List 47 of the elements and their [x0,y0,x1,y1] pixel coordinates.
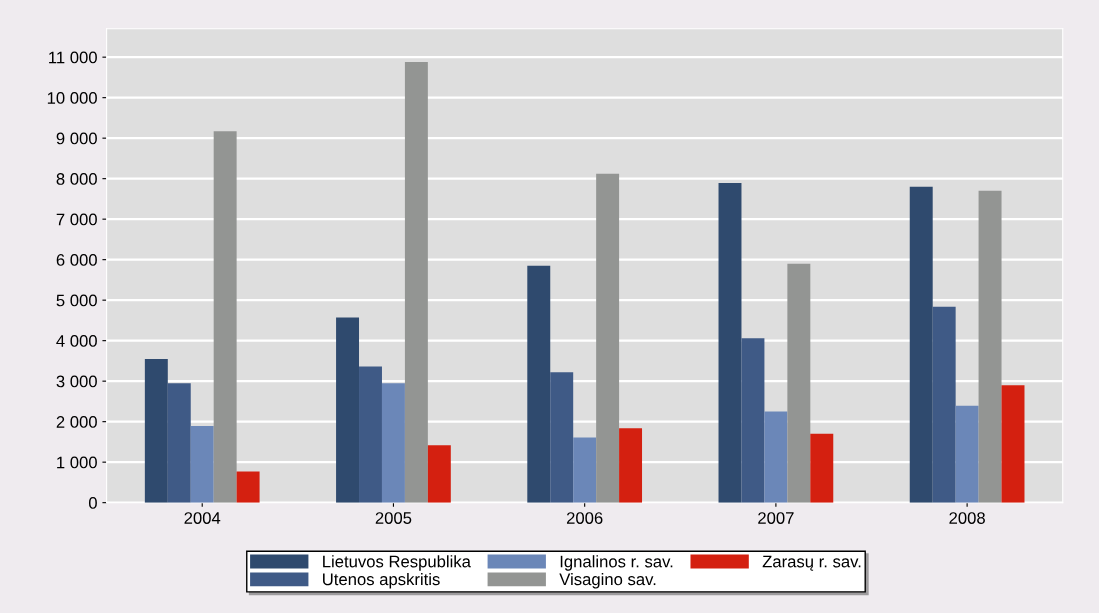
y-tick-label: 0 [88,497,97,509]
y-tick-label: 6 000 [56,254,97,266]
x-tick-label: 2007 [758,512,794,524]
y-tick-label: 2 000 [56,416,97,428]
legend-label: Ignalinos r. sav. [560,555,673,571]
bar [336,317,360,503]
bar [190,426,214,503]
bar [404,62,428,503]
bar [810,433,834,503]
legend-label: Visagino sav. [559,572,656,589]
bar [932,306,956,503]
bar [573,437,597,503]
bar [718,183,742,503]
x-tick-label: 2008 [949,512,985,524]
x-tick-label: 2004 [184,512,221,524]
bar [909,186,933,503]
bar [213,131,237,503]
bar [381,383,405,503]
y-tick-label: 8 000 [56,173,97,185]
bar [619,428,643,503]
legend-label: Utenos apskritis [323,572,440,589]
x-tick-label: 2006 [566,512,603,524]
y-tick-label: 7 000 [56,213,97,226]
y-tick-label: 3 000 [56,375,97,388]
bar [955,405,979,503]
legend-label: Lietuvos Respublika [323,555,471,571]
bar [1001,385,1025,503]
legend-label: Zarasų r. sav. [762,555,861,571]
y-tick-label: 10 000 [47,92,97,104]
y-tick-label: 4 000 [56,335,97,347]
y-tick-label: 5 000 [56,294,97,307]
bar [236,471,260,503]
x-tick-label: 2005 [375,512,412,524]
bar [359,366,382,503]
bar [144,358,168,503]
bar [787,263,811,503]
bar [527,265,551,503]
bar [167,383,191,503]
bar [741,338,765,503]
bar [764,411,788,503]
bar [550,372,574,503]
y-tick-label: 11 000 [49,51,97,64]
bar [427,445,451,503]
bar [596,173,620,503]
y-tick-label: 1 000 [57,456,97,469]
bar [978,190,1002,503]
y-tick-label: 9 000 [56,132,97,145]
